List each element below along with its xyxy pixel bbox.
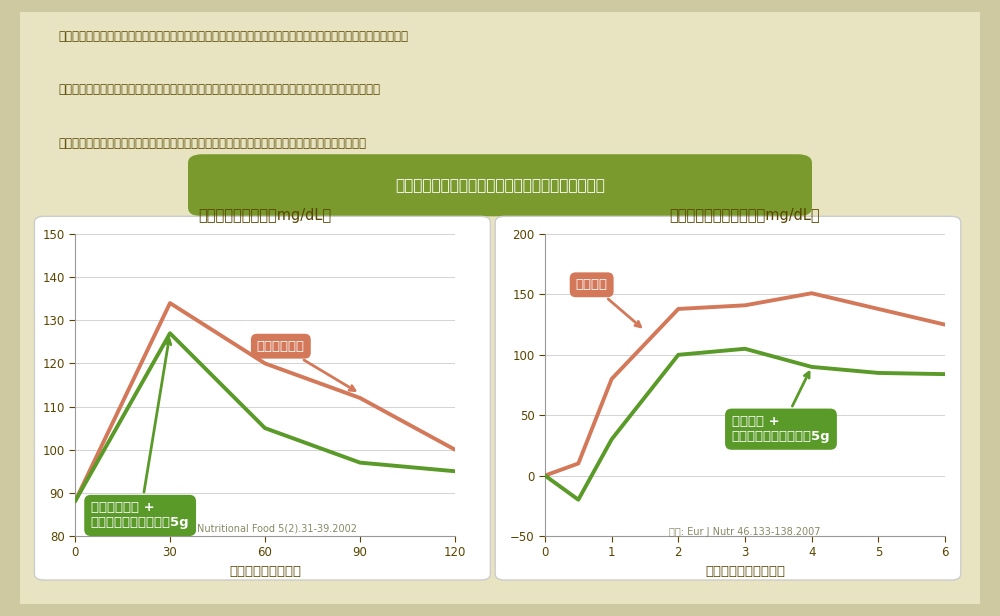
Text: 出典: J.Nutritional Food 5(2).31-39.2002: 出典: J.Nutritional Food 5(2).31-39.2002 bbox=[173, 524, 357, 533]
FancyBboxPatch shape bbox=[188, 154, 812, 216]
Text: 肪の吸収を抑え、食後の血糖値や血中中性脂肪値の急激な上昇をおだやかにする効果があります。: 肪の吸収を抑え、食後の血糖値や血中中性脂肪値の急激な上昇をおだやかにする効果があ… bbox=[58, 137, 366, 150]
Text: 炭水化物食品: 炭水化物食品 bbox=[257, 339, 355, 391]
FancyBboxPatch shape bbox=[34, 216, 490, 580]
Text: 消費者庁にも安全性の高い食品として認められており、食事と共に摄取することにより小腸での糖や脂: 消費者庁にも安全性の高い食品として認められており、食事と共に摄取することにより小… bbox=[58, 83, 380, 96]
Text: 高脂肪食 +
難消化性デキストリン5g: 高脂肪食 + 難消化性デキストリン5g bbox=[732, 372, 830, 443]
Text: 高脂肪食: 高脂肪食 bbox=[576, 278, 641, 327]
FancyBboxPatch shape bbox=[6, 4, 994, 612]
X-axis label: 食後経過時間（分）: 食後経過時間（分） bbox=[229, 565, 301, 578]
Title: 食後中性脂肪値の変化（mg/dL）: 食後中性脂肪値の変化（mg/dL） bbox=[670, 208, 820, 223]
Text: 炭水化物食品 +
難消化性デキストリン5g: 炭水化物食品 + 難消化性デキストリン5g bbox=[91, 339, 189, 529]
FancyBboxPatch shape bbox=[495, 216, 961, 580]
Text: 難消化性デキストリンが血糖値や中性脂肪を抑える: 難消化性デキストリンが血糖値や中性脂肪を抑える bbox=[395, 178, 605, 193]
Text: 「難消化性デキストリン」とは、「消化しにくいデキストリン」ということで、水溶性の食物繊維の一種です。: 「難消化性デキストリン」とは、「消化しにくいデキストリン」ということで、水溶性の… bbox=[58, 30, 408, 43]
Text: 出典: Eur J Nutr 46.133-138.2007: 出典: Eur J Nutr 46.133-138.2007 bbox=[669, 527, 821, 537]
X-axis label: 食後経過時間（時間）: 食後経過時間（時間） bbox=[705, 565, 785, 578]
Title: 食後血糖値の変化（mg/dL）: 食後血糖値の変化（mg/dL） bbox=[198, 208, 332, 223]
